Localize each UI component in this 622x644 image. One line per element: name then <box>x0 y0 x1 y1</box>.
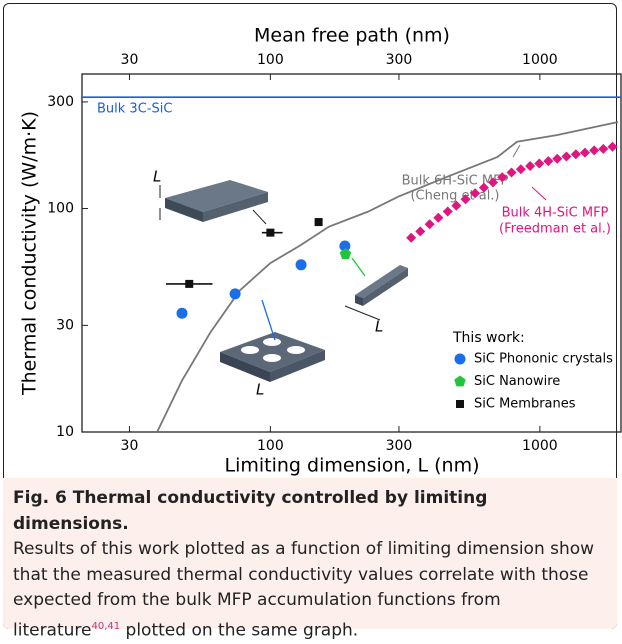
legend-marker <box>454 353 466 365</box>
annotation: Bulk 4H-SiC MFP <box>502 206 609 221</box>
point <box>433 212 444 223</box>
legend-marker <box>456 400 464 408</box>
point <box>598 143 609 154</box>
y-tick-label: 100 <box>47 201 74 217</box>
point <box>497 172 508 183</box>
legend-title: This work: <box>452 330 525 346</box>
point <box>589 145 600 156</box>
point <box>314 218 323 227</box>
top-x-tick-label: 30 <box>121 52 139 68</box>
point <box>506 167 517 178</box>
point <box>607 141 618 152</box>
callout-line <box>512 144 521 158</box>
y-tick-label: 300 <box>47 94 74 110</box>
annotation: (Freedman et al.) <box>499 222 611 237</box>
point <box>579 147 590 158</box>
point <box>424 219 435 230</box>
point <box>266 228 275 237</box>
caption-text: Results of this work plotted as a functi… <box>13 539 595 641</box>
point <box>525 161 536 172</box>
point <box>470 188 481 199</box>
legend-marker <box>454 375 466 387</box>
point <box>451 200 462 211</box>
caption: Fig. 6 Thermal conductivity controlled b… <box>3 478 617 640</box>
point <box>478 182 489 193</box>
callout-line <box>531 186 547 201</box>
series-label: Bulk 3C-SiC <box>97 102 172 117</box>
x-tick-label: 300 <box>386 438 413 454</box>
phononic-crystal-schematic <box>220 299 325 382</box>
x-axis-label: Limiting dimension, L (nm) <box>224 455 479 477</box>
point <box>552 153 563 164</box>
x-tick-label: 1000 <box>522 438 558 454</box>
point <box>415 226 426 237</box>
legend-label: SiC Membranes <box>474 397 576 412</box>
point <box>176 307 188 319</box>
point <box>487 177 498 188</box>
top-x-tick-label: 300 <box>386 52 413 68</box>
point <box>570 149 581 160</box>
caption-title: Fig. 6 Thermal conductivity controlled b… <box>13 488 488 534</box>
nanowire-schematic <box>344 257 408 321</box>
top-x-tick-label: 100 <box>257 52 284 68</box>
y-axis-label: Thermal conductivity (W/m·K) <box>19 111 41 396</box>
y-tick-label: 30 <box>56 317 74 333</box>
point <box>442 206 453 217</box>
top-axis-title: Mean free path (nm) <box>254 25 450 47</box>
point <box>339 240 351 252</box>
annotation: (Cheng et al.) <box>410 189 499 204</box>
point <box>339 248 352 260</box>
point <box>460 194 471 205</box>
legend-label: SiC Nanowire <box>474 374 560 389</box>
curve <box>156 121 619 433</box>
point <box>543 156 554 167</box>
x-tick-label: 100 <box>257 438 284 454</box>
citation: 40,41 <box>91 620 121 632</box>
point <box>561 151 572 162</box>
plot-frame <box>81 73 622 433</box>
point <box>185 279 194 288</box>
chart: Mean free path (nm) Limiting dimension, … <box>19 25 622 477</box>
point <box>534 158 545 169</box>
point <box>406 232 417 243</box>
dimension-label: L <box>153 168 161 186</box>
caption-text: plotted on the same graph. <box>120 620 359 641</box>
dimension-label: L <box>256 381 264 399</box>
legend-label: SiC Phononic crystals <box>474 352 613 367</box>
point <box>295 259 307 271</box>
point <box>229 288 241 300</box>
dimension-label: L <box>375 318 383 336</box>
point <box>515 164 526 175</box>
x-tick-label: 30 <box>121 438 139 454</box>
y-tick-label: 10 <box>56 424 74 440</box>
top-x-tick-label: 1000 <box>522 52 558 68</box>
membrane-schematic <box>159 180 268 225</box>
